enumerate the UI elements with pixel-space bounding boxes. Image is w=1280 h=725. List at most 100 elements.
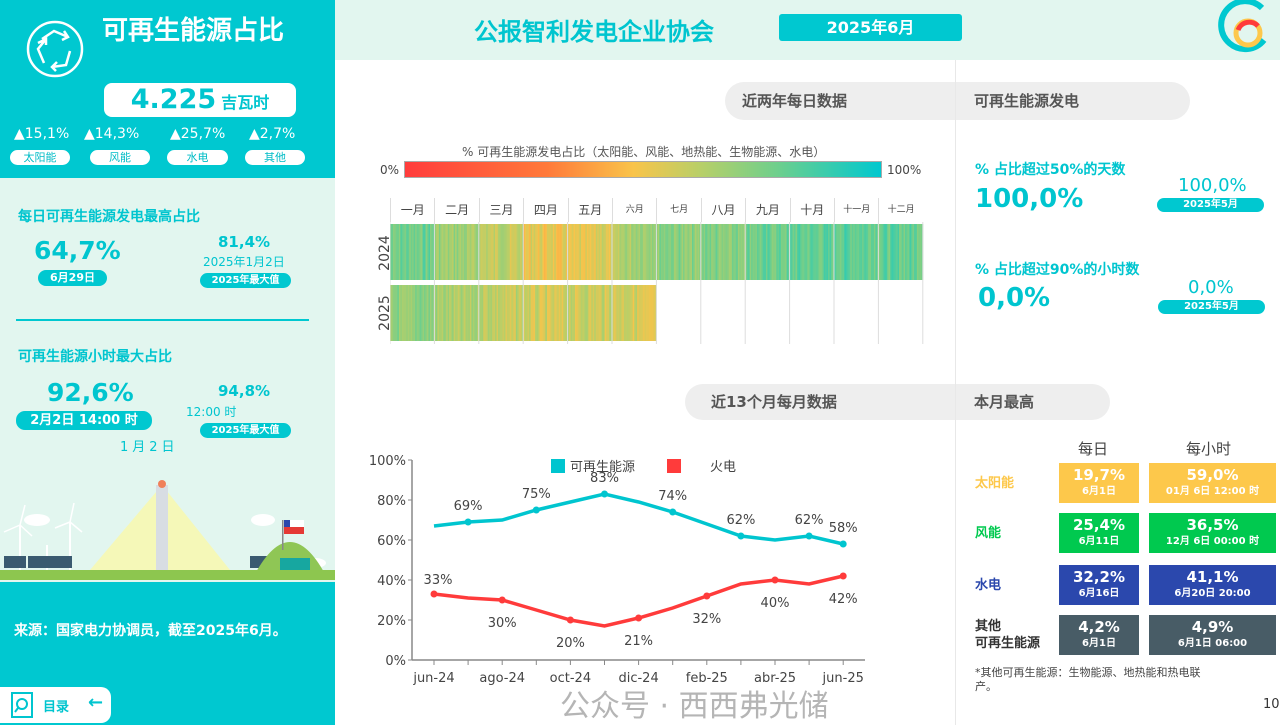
daily-heatmap	[390, 222, 924, 344]
max-value: 59,0%	[1186, 466, 1239, 484]
x-tick-label: oct-24	[550, 671, 591, 686]
heatmap-day-cell	[825, 224, 827, 280]
heatmap-day-cell	[437, 285, 440, 341]
stat-days-prev-value: 100,0%	[1178, 175, 1247, 196]
heatmap-day-cell	[773, 224, 776, 280]
data-point	[635, 614, 643, 622]
heatmap-day-cell	[921, 224, 924, 280]
heatmap-day-cell	[425, 224, 428, 280]
data-point	[703, 592, 711, 600]
max-date: 6月16日	[1078, 588, 1120, 599]
heatmap-day-cell	[714, 224, 716, 280]
heatmap-day-cell	[734, 224, 737, 280]
heatmap-day-cell	[882, 224, 885, 280]
heatmap-day-cell	[650, 224, 653, 280]
heatmap-day-cell	[601, 224, 604, 280]
heatmap-day-cell	[654, 224, 657, 280]
growth-wind: ▲14,3%	[84, 126, 140, 142]
heatmap-day-cell	[582, 224, 585, 280]
heatmap-day-cell	[518, 285, 521, 341]
heatmap-day-cell	[620, 224, 623, 280]
heatmap-day-cell	[416, 224, 419, 280]
heatmap-day-cell	[447, 224, 450, 280]
heatmap-day-cell	[884, 224, 887, 280]
heatmap-day-cell	[552, 285, 555, 341]
heatmap-day-cell	[441, 224, 444, 280]
heatmap-day-cell	[728, 224, 731, 280]
color-scale-bar	[404, 161, 882, 178]
heatmap-day-cell	[897, 224, 900, 280]
heatmap-day-cell	[644, 285, 647, 341]
heatmap-day-cell	[804, 224, 807, 280]
heatmap-day-cell	[469, 285, 472, 341]
heatmap-day-cell	[622, 224, 625, 280]
heatmap-day-cell	[595, 224, 598, 280]
heatmap-day-cell	[443, 285, 446, 341]
heatmap-day-cell	[607, 224, 610, 280]
growth-hydro: ▲25,7%	[170, 126, 226, 142]
heatmap-day-cell	[693, 224, 696, 280]
toc-button[interactable]: 目录 ←	[0, 687, 111, 723]
heatmap-day-cell	[526, 224, 529, 280]
max-cell-hourly: 4,9% 6月1日 06:00	[1149, 615, 1276, 655]
heatmap-day-cell	[503, 224, 506, 280]
heatmap-day-cell	[490, 285, 493, 341]
heatmap-day-cell	[487, 285, 490, 341]
heatmap-day-cell	[686, 224, 688, 280]
heatmap-day-cell	[580, 285, 583, 341]
heatmap-day-cell	[398, 285, 401, 341]
heatmap-day-cell	[505, 224, 508, 280]
heatmap-day-cell	[709, 224, 712, 280]
heatmap-day-cell	[452, 285, 455, 341]
heatmap-day-cell	[421, 224, 423, 280]
heatmap-day-cell	[794, 224, 796, 280]
heatmap-day-cell	[635, 224, 638, 280]
heatmap-day-cell	[438, 285, 441, 341]
heatmap-day-cell	[444, 224, 447, 280]
heatmap-day-cell	[653, 224, 656, 280]
max-date: 6月1日	[1082, 638, 1116, 649]
heatmap-day-cell	[502, 285, 505, 341]
daily-year-max-date: 2025年1月2日	[203, 255, 285, 269]
heatmap-day-cell	[391, 224, 394, 280]
heatmap-day-cell	[797, 224, 799, 280]
heatmap-day-cell	[501, 285, 503, 341]
heatmap-day-cell	[551, 224, 554, 280]
heatmap-day-cell	[666, 224, 669, 280]
heatmap-day-cell	[496, 224, 499, 280]
heatmap-day-cell	[410, 285, 413, 341]
heatmap-day-cell	[663, 224, 666, 280]
heatmap-day-cell	[546, 285, 549, 341]
heatmap-day-cell	[591, 224, 594, 280]
heatmap-day-cell	[702, 224, 705, 280]
heatmap-day-cell	[918, 224, 921, 280]
heatmap-day-cell	[894, 224, 897, 280]
heatmap-day-cell	[459, 224, 462, 280]
month-header: 十月	[789, 198, 834, 222]
heatmap-day-cell	[609, 224, 611, 280]
heatmap-day-cell	[626, 285, 629, 341]
heatmap-day-cell	[521, 285, 524, 341]
heatmap-day-cell	[805, 224, 808, 280]
section-monthly-13: 近13个月每月数据	[685, 384, 955, 420]
stat-hours-prev-label: 2025年5月	[1158, 300, 1265, 314]
heatmap-day-cell	[506, 285, 509, 341]
heatmap-day-cell	[807, 224, 810, 280]
heatmap-day-cell	[822, 224, 825, 280]
heatmap-day-cell	[783, 224, 786, 280]
heatmap-day-cell	[646, 285, 648, 341]
heatmap-day-cell	[603, 285, 605, 341]
heatmap-day-cell	[576, 224, 579, 280]
heatmap-day-cell	[823, 224, 826, 280]
divider	[16, 319, 309, 321]
heatmap-day-cell	[489, 224, 492, 280]
heatmap-day-cell	[671, 224, 674, 280]
heatmap-day-cell	[575, 224, 577, 280]
heatmap-day-cell	[697, 224, 700, 280]
heatmap-day-cell	[561, 224, 564, 280]
column-divider	[955, 60, 956, 725]
heatmap-day-cell	[572, 224, 574, 280]
heatmap-day-cell	[625, 285, 628, 341]
hourly-max-value: 92,6%	[47, 378, 134, 407]
heatmap-day-cell	[465, 224, 468, 280]
